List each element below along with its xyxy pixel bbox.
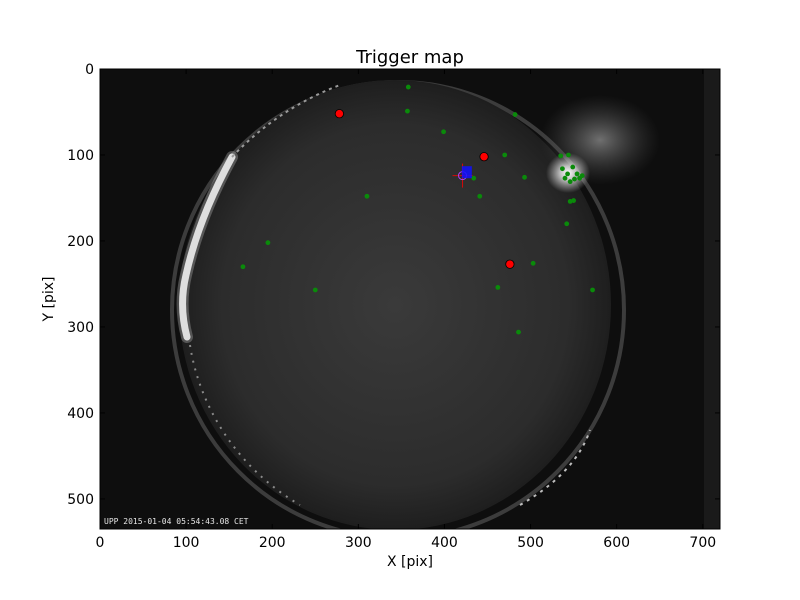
trigger-point [441, 129, 446, 135]
image-edge-band [704, 69, 720, 529]
x-axis-label: X [pix] [387, 554, 433, 570]
trigger-point [364, 193, 370, 199]
trigger-point [562, 175, 568, 181]
event-marker [505, 259, 515, 269]
y-tick-label: 500 [67, 492, 94, 508]
trigger-point [240, 264, 246, 270]
trigger-point [516, 329, 521, 335]
x-tick-label: 700 [689, 535, 716, 551]
image-timestamp: UPP 2015-01-04 05:54:43.08 CET [104, 517, 249, 526]
plot-frame [99, 68, 721, 530]
trigger-point [571, 198, 577, 203]
trigger-point [312, 287, 318, 293]
trigger-point [564, 221, 570, 227]
x-tick-label: 0 [96, 535, 105, 551]
trigger-point [590, 287, 595, 293]
event-marker [334, 109, 344, 119]
trigger-point [522, 174, 527, 180]
trigger-point [558, 153, 564, 159]
x-tick-label: 600 [603, 535, 630, 551]
event-marker [479, 152, 489, 162]
y-tick-label: 300 [67, 320, 94, 336]
trigger-point [579, 173, 585, 179]
trigger-point [560, 166, 565, 172]
chart-title: Trigger map [355, 47, 464, 68]
trigger-point [567, 179, 573, 185]
trigger-point [495, 284, 501, 290]
trigger-point [471, 175, 477, 181]
lower-rim-lights [189, 344, 301, 506]
y-tick-label: 0 [85, 62, 94, 78]
trigger-point [405, 108, 410, 114]
trigger-point [405, 84, 411, 90]
trigger-point [530, 260, 536, 266]
x-tick-label: 500 [517, 535, 544, 551]
trigger-point [572, 176, 577, 182]
y-tick-label: 100 [67, 148, 94, 164]
x-tick-label: 100 [173, 535, 200, 551]
trigger-point [265, 240, 271, 246]
upper-rim-lights [231, 84, 341, 158]
plot-area: UPP 2015-01-04 05:54:43.08 CET [100, 69, 720, 529]
trigger-point [512, 112, 518, 117]
x-tick-label: 400 [431, 535, 458, 551]
y-axis-label: Y [pix] [41, 277, 57, 323]
x-tick-label: 300 [345, 535, 372, 551]
bright-horizon-arc [179, 153, 236, 341]
data-points [240, 84, 595, 335]
x-tick-label: 200 [259, 535, 286, 551]
trigger-point [502, 152, 508, 158]
y-tick-label: 200 [67, 234, 94, 250]
trigger-point [565, 171, 570, 177]
trigger-point [574, 171, 580, 177]
horizon-arc-glow [176, 151, 238, 343]
trigger-point [477, 193, 483, 199]
fisheye-sky-disk [179, 80, 611, 529]
y-tick-label: 400 [67, 406, 94, 422]
trigger-point [566, 152, 571, 158]
trigger-point [570, 164, 576, 170]
target-marker [461, 166, 472, 179]
axis-ticks: 0 100 200 300 400 500 600 700 0 100 200 300 400 500 [67, 62, 720, 551]
